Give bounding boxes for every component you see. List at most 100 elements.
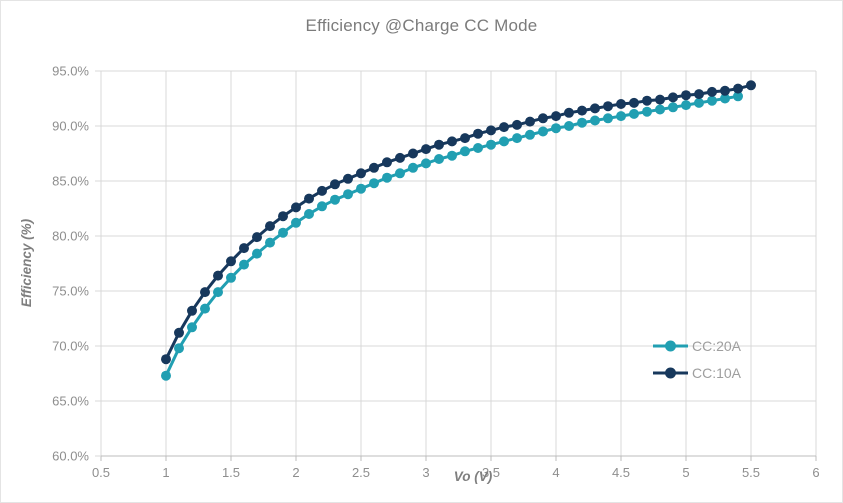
- series-marker-cc20a: [551, 123, 561, 134]
- x-tick-label: 4: [552, 465, 559, 480]
- series-marker-cc20a: [499, 136, 509, 147]
- series-marker-cc20a: [174, 343, 184, 354]
- series-marker-cc10a: [746, 80, 756, 91]
- series-marker-cc10a: [629, 97, 639, 108]
- x-tick-label: 5: [682, 465, 689, 480]
- series-marker-cc10a: [486, 125, 496, 136]
- series-marker-cc20a: [356, 183, 366, 194]
- series-marker-cc10a: [499, 122, 509, 133]
- x-tick-label: 1: [162, 465, 169, 480]
- series-marker-cc20a: [252, 248, 262, 259]
- series-marker-cc20a: [655, 104, 665, 115]
- series-marker-cc20a: [226, 272, 236, 283]
- series-marker-cc10a: [356, 168, 366, 179]
- series-marker-cc10a: [642, 95, 652, 106]
- series-marker-cc10a: [564, 107, 574, 118]
- series-marker-cc10a: [343, 173, 353, 184]
- series-marker-cc20a: [265, 237, 275, 248]
- series-marker-cc20a: [421, 158, 431, 169]
- series-marker-cc10a: [330, 179, 340, 190]
- series-marker-cc10a: [460, 133, 470, 144]
- series-marker-cc20a: [694, 97, 704, 108]
- series-marker-cc10a: [733, 83, 743, 94]
- y-tick-label: 80.0%: [52, 229, 89, 244]
- series-marker-cc20a: [681, 100, 691, 111]
- series-marker-cc20a: [460, 146, 470, 157]
- y-tick-label: 75.0%: [52, 284, 89, 299]
- y-tick-label: 70.0%: [52, 339, 89, 354]
- series-marker-cc20a: [512, 133, 522, 144]
- series-marker-cc10a: [473, 128, 483, 139]
- series-marker-cc10a: [668, 92, 678, 103]
- series-marker-cc10a: [590, 103, 600, 114]
- series-marker-cc20a: [733, 91, 743, 102]
- series-marker-cc20a: [668, 102, 678, 113]
- series-marker-cc10a: [265, 221, 275, 232]
- series-marker-cc10a: [720, 85, 730, 96]
- series-marker-cc10a: [551, 111, 561, 122]
- series-marker-cc10a: [707, 86, 717, 97]
- legend-label-cc10a: CC:10A: [692, 365, 742, 381]
- series-marker-cc20a: [564, 121, 574, 131]
- x-axis-title: Vo (V): [454, 469, 493, 484]
- series-marker-cc20a: [304, 209, 314, 219]
- x-tick-label: 3: [422, 465, 429, 480]
- series-marker-cc10a: [161, 354, 171, 365]
- x-tick-label: 5.5: [742, 465, 760, 480]
- series-marker-cc10a: [278, 211, 288, 222]
- y-tick-label: 90.0%: [52, 119, 89, 134]
- y-axis-title: Efficiency (%): [19, 218, 34, 307]
- series-line-cc10a: [164, 83, 753, 361]
- x-tick-label: 6: [812, 465, 819, 480]
- series-marker-cc20a: [707, 95, 717, 106]
- series-marker-cc10a: [538, 113, 548, 124]
- series-marker-cc20a: [473, 143, 483, 153]
- series-marker-cc10a: [512, 119, 522, 130]
- series-marker-cc20a: [434, 154, 444, 164]
- series-marker-cc20a: [629, 108, 639, 119]
- series-marker-cc10a: [317, 185, 327, 196]
- series-marker-cc20a: [603, 113, 613, 124]
- legend-swatch-marker-cc10a: [665, 367, 676, 379]
- x-tick-label: 4.5: [612, 465, 630, 480]
- y-tick-label: 95.0%: [52, 64, 89, 79]
- series-marker-cc10a: [200, 287, 210, 298]
- series-marker-cc20a: [577, 117, 587, 128]
- series-marker-cc20a: [317, 201, 327, 212]
- series-marker-cc20a: [239, 259, 249, 270]
- series-marker-cc10a: [252, 232, 262, 243]
- series-marker-cc10a: [577, 105, 587, 116]
- series-marker-cc10a: [681, 90, 691, 101]
- series-marker-cc10a: [603, 101, 613, 112]
- series-marker-cc10a: [421, 144, 431, 155]
- series-marker-cc20a: [538, 126, 548, 137]
- series-marker-cc10a: [174, 327, 184, 338]
- series-marker-cc20a: [616, 111, 626, 122]
- series-marker-cc20a: [447, 150, 457, 161]
- chart-title: Efficiency @Charge CC Mode: [305, 16, 538, 35]
- x-tick-label: 0.5: [92, 465, 110, 480]
- legend-swatch-marker-cc20a: [665, 340, 676, 352]
- series-marker-cc10a: [655, 94, 665, 105]
- series-marker-cc20a: [291, 217, 301, 228]
- x-tick-label: 2: [292, 465, 299, 480]
- series-marker-cc20a: [395, 168, 405, 179]
- x-tick-label: 3.5: [482, 465, 500, 480]
- series-marker-cc10a: [408, 148, 418, 159]
- series-marker-cc10a: [187, 305, 197, 316]
- series-marker-cc20a: [642, 106, 652, 117]
- series-marker-cc10a: [434, 139, 444, 150]
- y-tick-label: 85.0%: [52, 174, 89, 189]
- series-marker-cc10a: [616, 99, 626, 109]
- x-tick-label: 1.5: [222, 465, 240, 480]
- series-marker-cc20a: [343, 189, 353, 200]
- series-marker-cc20a: [278, 227, 288, 238]
- series-marker-cc20a: [369, 178, 379, 189]
- series-marker-cc20a: [486, 139, 496, 150]
- series-marker-cc10a: [382, 157, 392, 168]
- legend-label-cc20a: CC:20A: [692, 338, 742, 354]
- series-marker-cc10a: [239, 243, 249, 254]
- series-marker-cc10a: [291, 202, 301, 213]
